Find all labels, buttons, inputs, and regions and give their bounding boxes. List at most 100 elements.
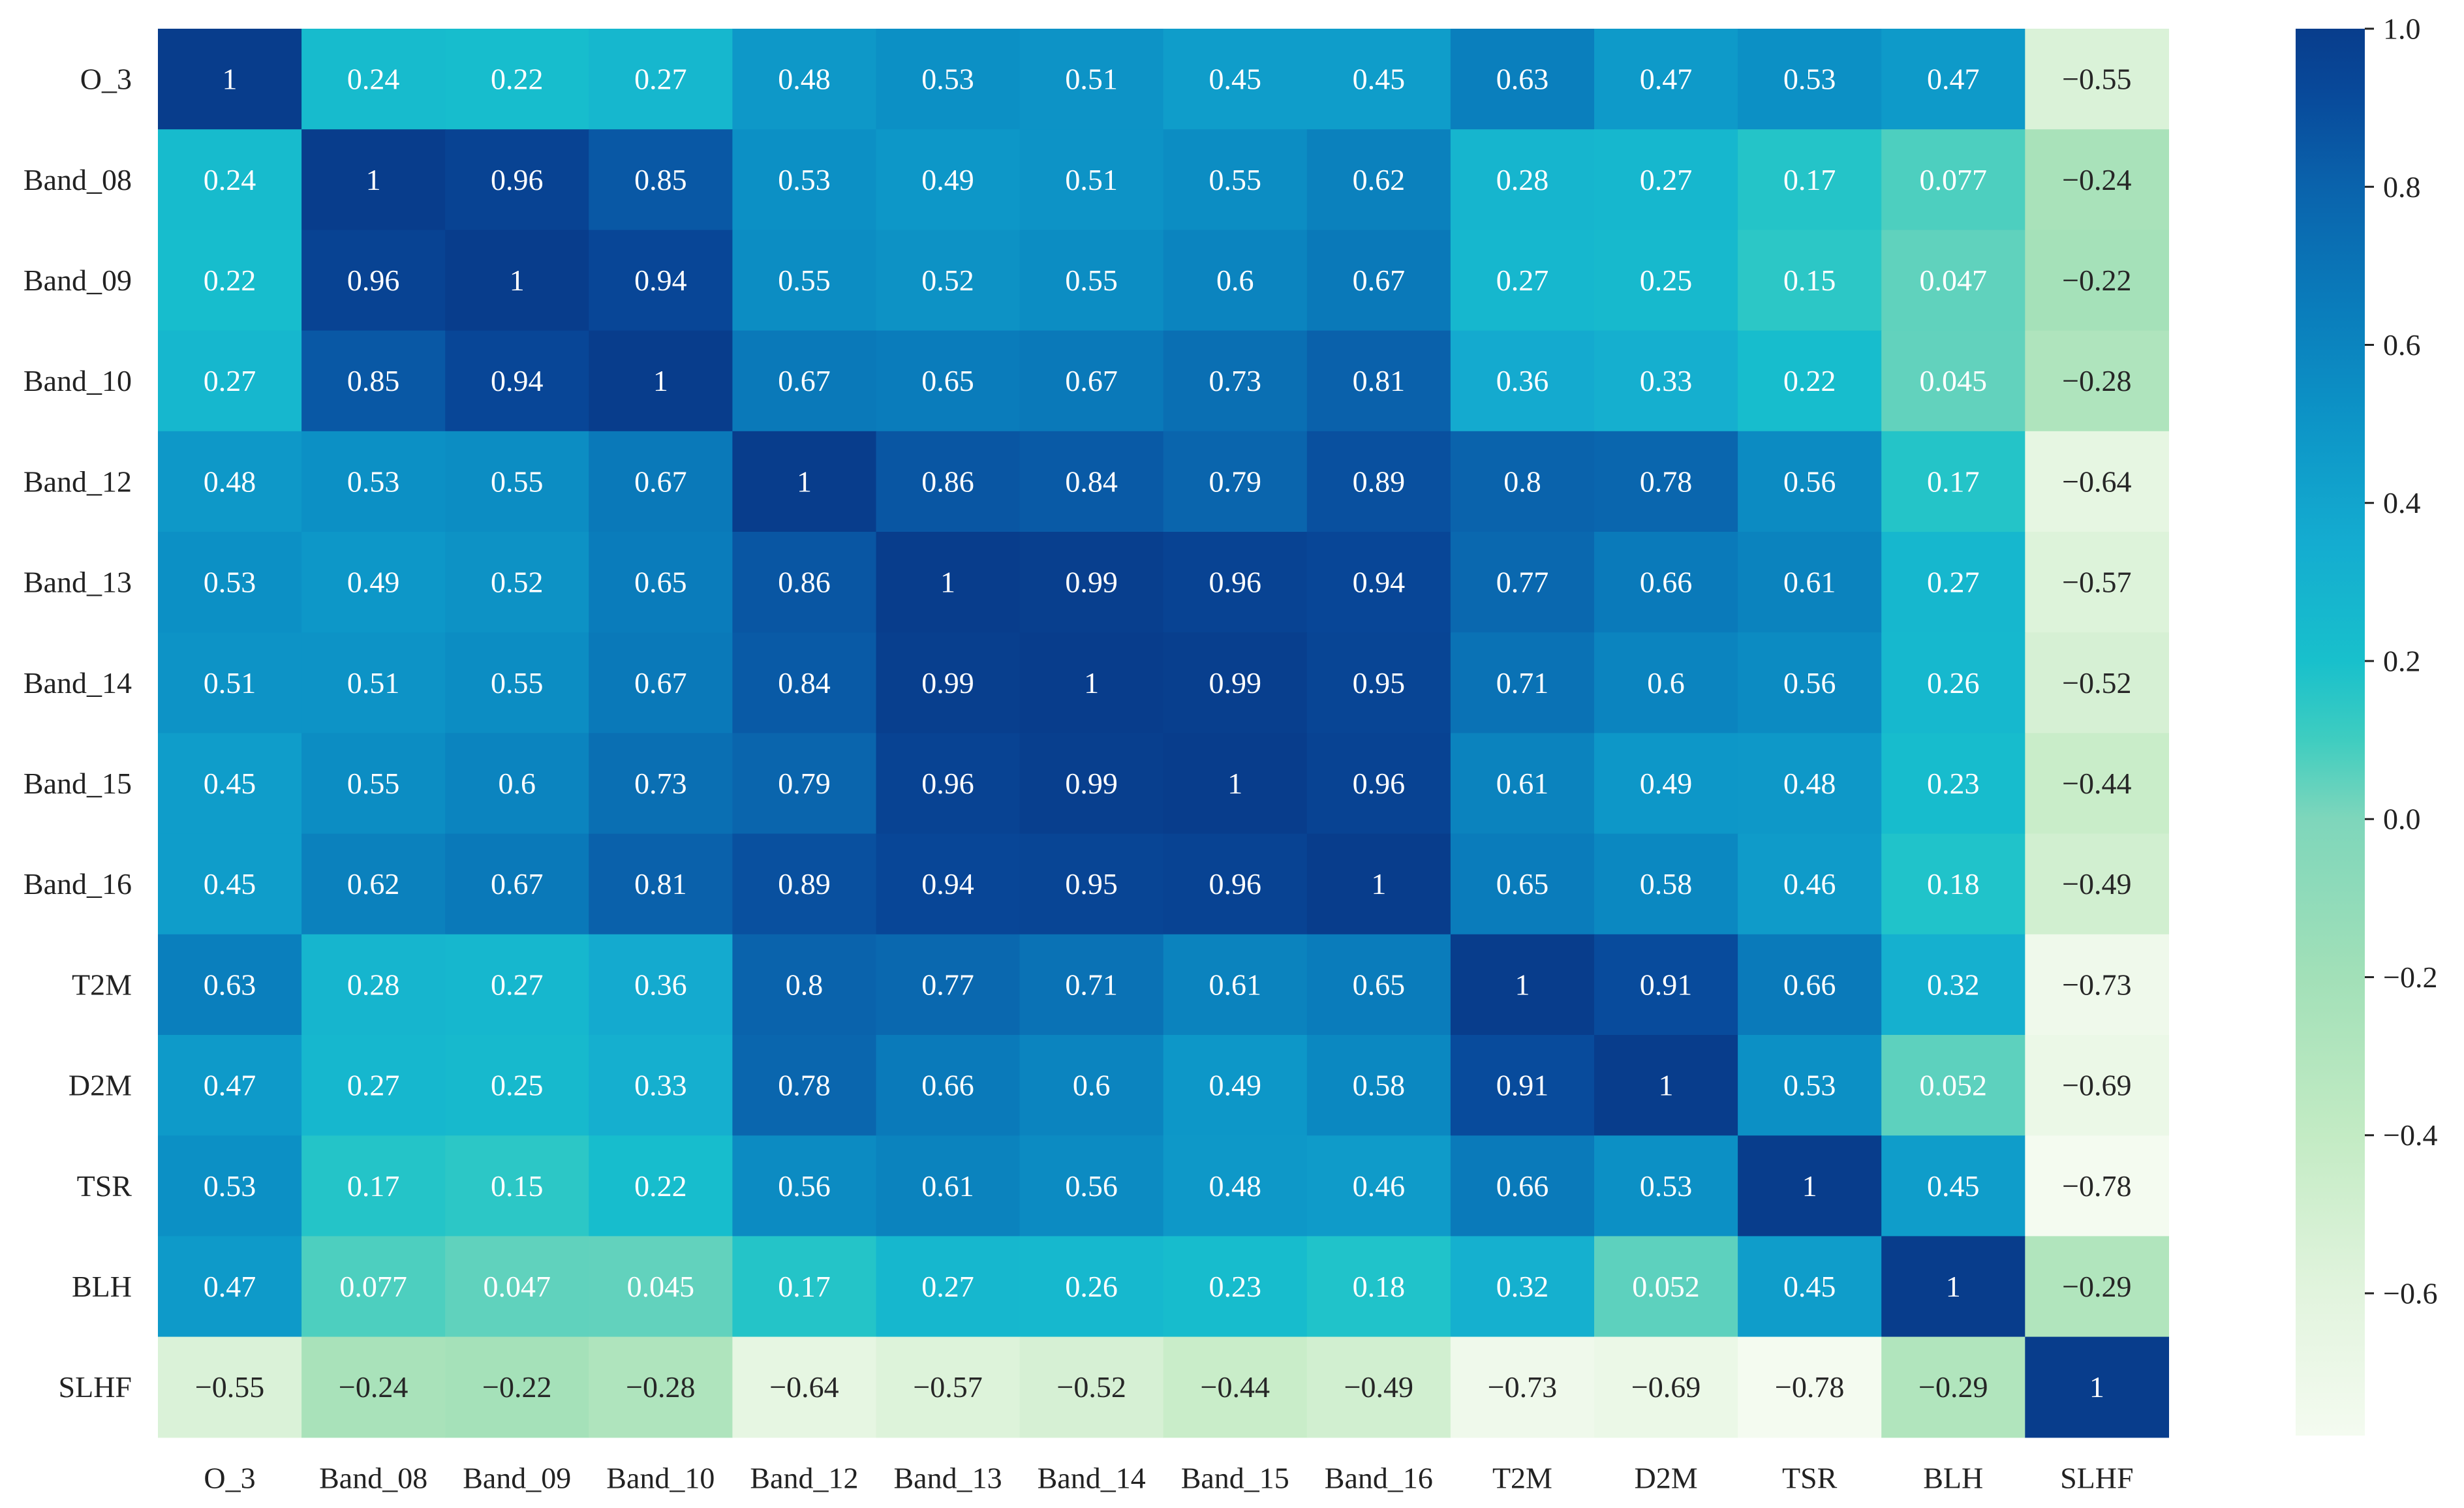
heatmap-cell	[1019, 1236, 1164, 1338]
y-tick-label: Band_09	[23, 264, 132, 297]
cell-value-label: 0.53	[204, 1169, 256, 1203]
heatmap-cell	[589, 934, 733, 1036]
heatmap-cell	[1881, 330, 2025, 432]
heatmap-cell	[1594, 632, 1738, 733]
cell-value-label: 0.33	[634, 1069, 687, 1102]
cell-value-label: 0.48	[204, 465, 256, 498]
heatmap-cell	[1594, 833, 1738, 935]
heatmap-cell	[445, 1236, 589, 1338]
heatmap-cell	[2025, 29, 2169, 130]
heatmap-cell	[732, 1035, 877, 1136]
heatmap-cell	[1594, 733, 1738, 835]
cell-value-label: 0.86	[921, 465, 974, 498]
heatmap-cell	[1019, 934, 1164, 1036]
x-tick-label: Band_15	[1181, 1461, 1289, 1494]
cell-value-label: 0.77	[1496, 566, 1549, 599]
cell-value-label: −0.28	[626, 1370, 695, 1404]
heatmap-cell	[1306, 330, 1451, 432]
heatmap-cell	[301, 431, 446, 532]
cell-value-label: 1	[1515, 968, 1530, 1001]
cell-value-label: 0.71	[1496, 666, 1549, 700]
heatmap-cell	[1450, 1336, 1595, 1438]
cell-value-label: 0.24	[204, 163, 256, 196]
heatmap-cell	[1019, 29, 1164, 130]
cell-value-label: 0.91	[1640, 968, 1693, 1001]
heatmap-cell	[732, 1236, 877, 1338]
cell-value-label: −0.29	[2062, 1270, 2131, 1303]
cell-value-label: 0.6	[1216, 264, 1254, 297]
heatmap-cell	[158, 1336, 302, 1438]
cell-value-label: 0.32	[1496, 1270, 1549, 1303]
cell-value-label: −0.22	[2062, 264, 2131, 297]
heatmap-cell	[732, 833, 877, 935]
cell-value-label: 0.17	[1783, 163, 1836, 196]
heatmap-cell	[876, 1336, 1021, 1438]
heatmap-cell	[1881, 833, 2025, 935]
cell-value-label: 0.22	[1783, 364, 1836, 397]
heatmap-cell	[301, 330, 446, 432]
cell-value-label: 0.96	[1209, 566, 1262, 599]
cell-value-label: 0.71	[1065, 968, 1118, 1001]
heatmap-cell	[1738, 632, 1882, 733]
cell-value-label: 0.52	[491, 566, 544, 599]
heatmap-cell	[1450, 230, 1595, 331]
cell-value-label: 0.49	[921, 163, 974, 196]
y-tick-label: TSR	[77, 1169, 132, 1203]
cell-value-label: 0.45	[1353, 63, 1406, 96]
heatmap-cell	[301, 934, 446, 1036]
colorbar-tick-label: 1.0	[2383, 12, 2421, 46]
cell-value-label: 1	[510, 264, 525, 297]
heatmap-cell	[876, 833, 1021, 935]
x-tick-label: O_3	[204, 1461, 255, 1494]
cell-value-label: 0.23	[1209, 1270, 1262, 1303]
heatmap-cell	[1594, 1035, 1738, 1136]
heatmap-cell	[732, 230, 877, 331]
heatmap-cell	[1594, 1236, 1738, 1338]
heatmap-cell	[732, 330, 877, 432]
heatmap-cell	[1881, 934, 2025, 1036]
cell-value-label: 0.27	[1927, 566, 1980, 599]
y-tick-label: Band_16	[23, 867, 132, 900]
heatmap-cell	[1594, 1135, 1738, 1237]
cell-value-label: −0.73	[1488, 1370, 1557, 1404]
cell-value-label: 0.49	[1209, 1069, 1262, 1102]
heatmap-cell	[1450, 1035, 1595, 1136]
heatmap-cell	[1881, 431, 2025, 532]
cell-value-label: −0.55	[2062, 63, 2131, 96]
cell-value-label: 0.47	[1927, 63, 1980, 96]
heatmap-cell	[589, 1035, 733, 1136]
cell-value-label: 0.22	[634, 1169, 687, 1203]
heatmap-cell	[2025, 129, 2169, 230]
cell-value-label: 0.55	[491, 666, 544, 700]
cell-value-label: 0.55	[778, 264, 831, 297]
cell-value-label: 0.66	[1640, 566, 1693, 599]
y-tick-label: T2M	[72, 968, 132, 1001]
heatmap-cell	[1738, 1035, 1882, 1136]
cell-value-label: 0.58	[1353, 1069, 1406, 1102]
heatmap-cell	[1163, 1236, 1308, 1338]
heatmap-cell	[732, 733, 877, 835]
heatmap-cell	[1019, 431, 1164, 532]
heatmap-cell	[301, 29, 446, 130]
heatmap-cell	[589, 1236, 733, 1338]
cell-value-label: 0.99	[1209, 666, 1262, 700]
heatmap-cell	[301, 833, 446, 935]
heatmap-cell	[1594, 129, 1738, 230]
cell-value-label: 0.89	[1353, 465, 1406, 498]
cell-value-label: 0.077	[339, 1270, 407, 1303]
cell-value-label: 1	[653, 364, 668, 397]
heatmap-cell	[1450, 833, 1595, 935]
cell-value-label: 0.56	[1783, 666, 1836, 700]
heatmap-cell	[1738, 1336, 1882, 1438]
heatmap-cell	[1450, 632, 1595, 733]
colorbar-tick-label: −0.6	[2383, 1276, 2437, 1310]
heatmap-cell	[732, 431, 877, 532]
y-axis-tick-labels: O_3 Band_08 Band_09 Band_10 Band_12 Band_13 Ba…	[23, 63, 132, 1404]
heatmap-cell	[876, 532, 1021, 633]
heatmap-cell	[732, 934, 877, 1036]
heatmap-cells	[158, 29, 2169, 1438]
cell-value-label: 0.67	[778, 364, 831, 397]
cell-value-label: −0.78	[2062, 1169, 2131, 1203]
cell-value-label: 0.22	[204, 264, 256, 297]
cell-value-label: 0.27	[1496, 264, 1549, 297]
